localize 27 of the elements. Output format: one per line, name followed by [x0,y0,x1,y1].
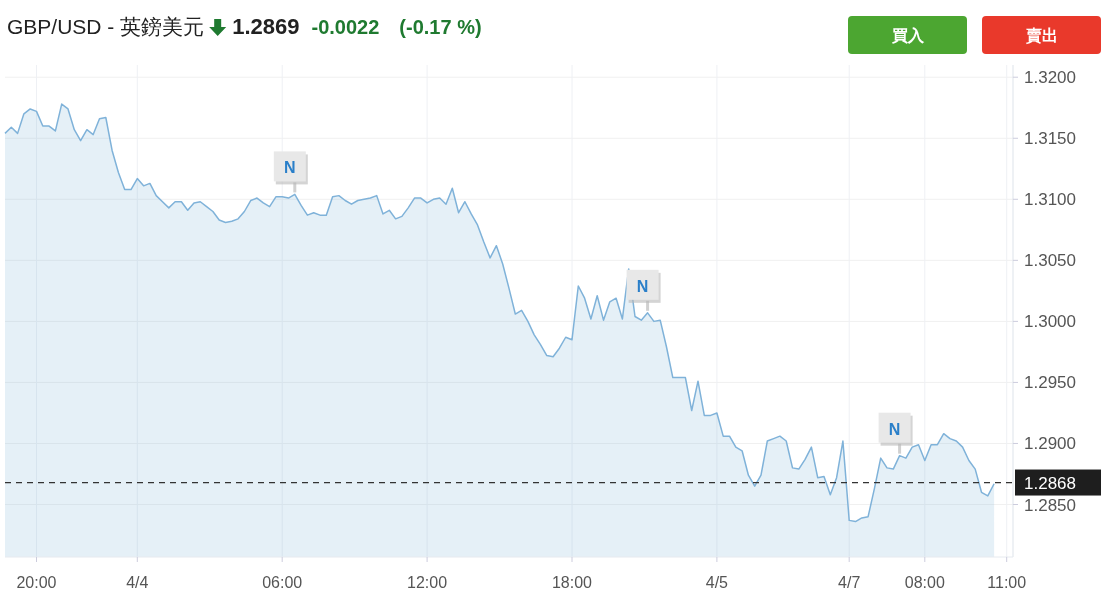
y-tick-label: 1.3050 [1024,251,1076,271]
x-tick-label: 4/7 [838,574,861,591]
text: 買入 [890,27,925,44]
y-tick-label: 1.3150 [1024,129,1076,149]
x-tick-label: 18:00 [551,574,593,591]
chart-title: GBP/USD - 英鎊美元 [7,15,205,38]
x-tick-label: 11:00 [987,574,1027,591]
x-tick-label: 12:00 [407,574,448,591]
text: 賣出 [1024,27,1058,45]
y-tick-label: 1.2850 [1024,495,1076,515]
y-tick-label: 1.3200 [1024,68,1076,88]
x-tick-label: 06:00 [262,574,303,591]
text: 1.2869 [232,14,300,39]
annotation: N [888,420,901,438]
text: -0.0022 [311,16,380,38]
text: (-0.17 %) [399,16,482,38]
y-tick-label: 1.3100 [1024,190,1076,210]
x-tick-label: 08:00 [904,574,945,591]
y-tick-label: 1.2950 [1024,373,1076,393]
y-tick-label: 1.2900 [1024,434,1076,454]
ref-line-label: 1.2868 [1024,473,1076,493]
y-tick-label: 1.3000 [1024,312,1076,332]
x-tick-label: 4/5 [705,574,729,591]
x-tick-label: 4/4 [126,574,149,591]
annotation: N [636,277,649,295]
annotation: N [284,159,296,177]
x-tick-label: 20:00 [16,574,57,591]
